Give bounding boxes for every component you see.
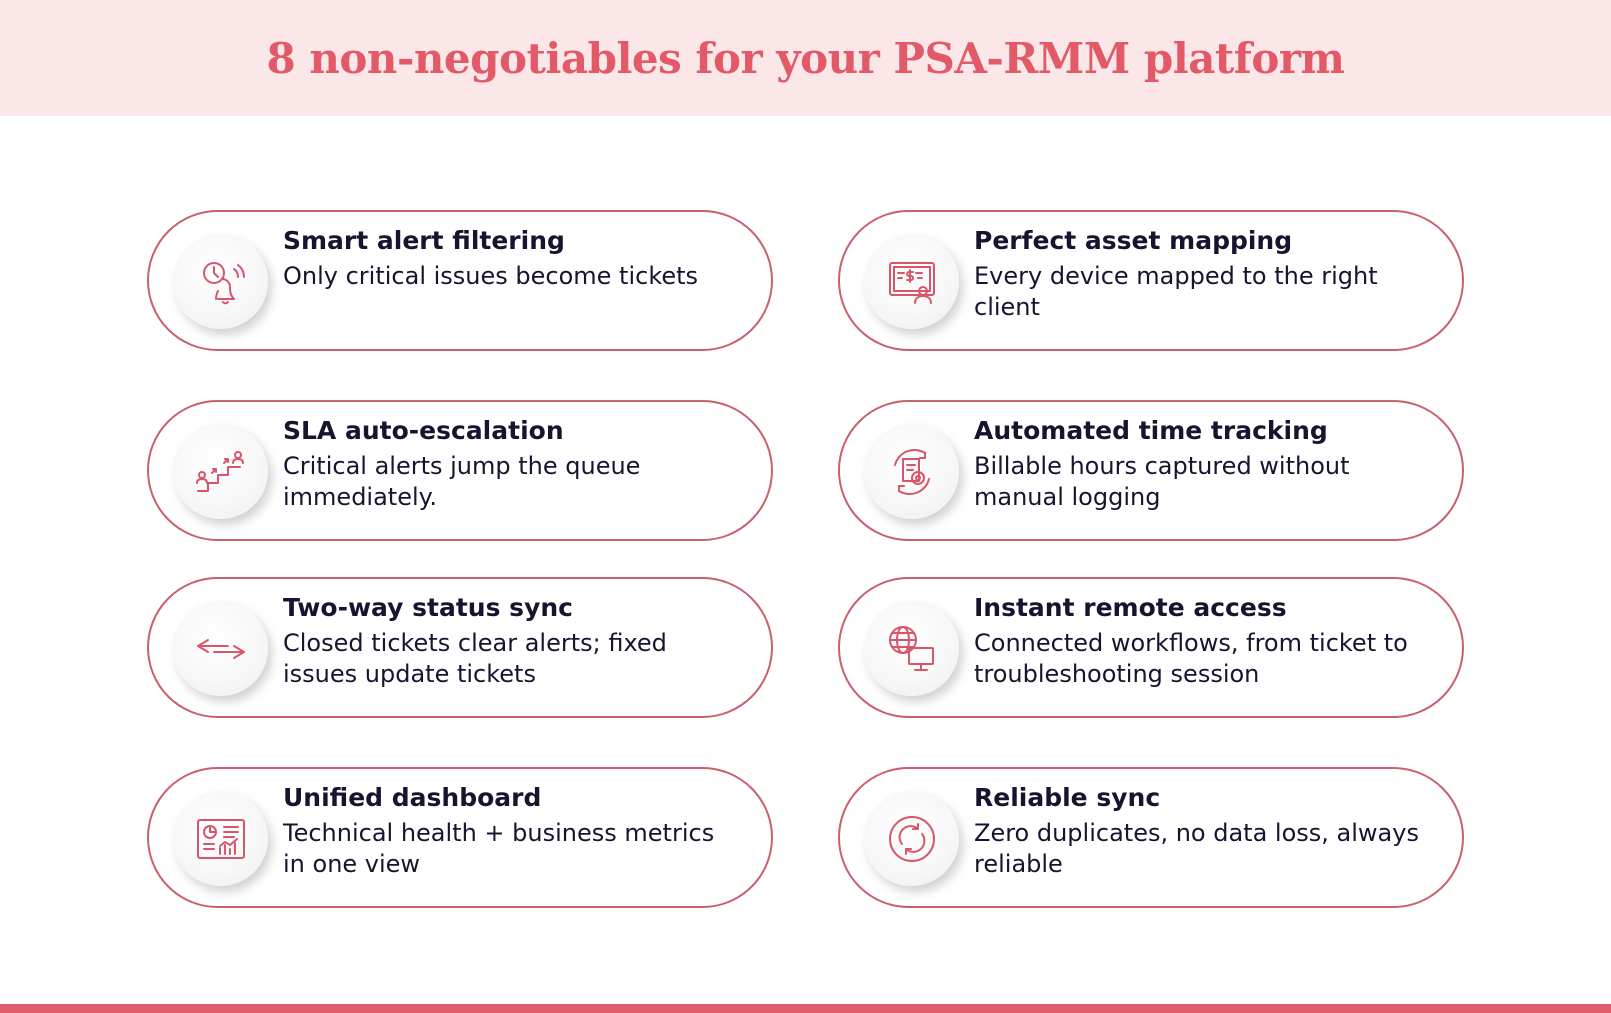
card-description: Technical health + business metrics in o… bbox=[283, 819, 715, 878]
card-description: Zero duplicates, no data loss, always re… bbox=[974, 819, 1419, 878]
card-title: Smart alert filtering bbox=[283, 226, 565, 255]
card-description: Billable hours captured without manual l… bbox=[974, 452, 1350, 511]
two-way-arrows-icon bbox=[173, 601, 268, 696]
feature-card: Perfect asset mapping Every device mappe… bbox=[838, 210, 1464, 351]
escalation-stairs-icon bbox=[173, 424, 268, 519]
page-title: 8 non-negotiables for your PSA-RMM platf… bbox=[266, 33, 1345, 83]
card-title: SLA auto-escalation bbox=[283, 416, 564, 445]
feature-card: SLA auto-escalation Critical alerts jump… bbox=[147, 400, 773, 541]
asset-card-icon bbox=[864, 234, 959, 329]
card-title: Reliable sync bbox=[974, 783, 1161, 812]
card-description: Connected workflows, from ticket to trou… bbox=[974, 629, 1408, 688]
card-description: Only critical issues become tickets bbox=[283, 262, 699, 290]
card-description: Every device mapped to the right client bbox=[974, 262, 1378, 321]
card-title: Two-way status sync bbox=[283, 593, 573, 622]
card-title: Automated time tracking bbox=[974, 416, 1328, 445]
header-banner: 8 non-negotiables for your PSA-RMM platf… bbox=[0, 0, 1611, 116]
card-description: Critical alerts jump the queue immediate… bbox=[283, 452, 641, 511]
feature-card: Two-way status sync Closed tickets clear… bbox=[147, 577, 773, 718]
time-tracking-gear-icon bbox=[864, 424, 959, 519]
feature-card: Automated time tracking Billable hours c… bbox=[838, 400, 1464, 541]
bottom-accent-bar bbox=[0, 1004, 1611, 1013]
globe-monitor-icon bbox=[864, 601, 959, 696]
feature-card: Smart alert filtering Only critical issu… bbox=[147, 210, 773, 351]
feature-card: Unified dashboard Technical health + bus… bbox=[147, 767, 773, 908]
dashboard-icon bbox=[173, 791, 268, 886]
feature-card: Instant remote access Connected workflow… bbox=[838, 577, 1464, 718]
sync-cycle-icon bbox=[864, 791, 959, 886]
clock-bell-icon bbox=[173, 234, 268, 329]
card-title: Instant remote access bbox=[974, 593, 1287, 622]
card-title: Unified dashboard bbox=[283, 783, 542, 812]
card-description: Closed tickets clear alerts; fixed issue… bbox=[283, 629, 667, 688]
card-title: Perfect asset mapping bbox=[974, 226, 1293, 255]
feature-card: Reliable sync Zero duplicates, no data l… bbox=[838, 767, 1464, 908]
